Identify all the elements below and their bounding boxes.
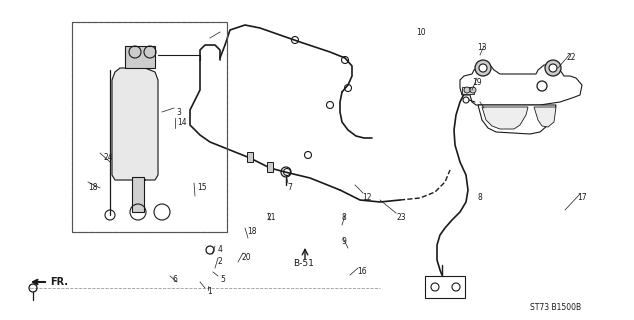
Circle shape (479, 64, 487, 72)
Bar (425, 276, 465, 298)
Text: 7: 7 (287, 182, 292, 191)
Text: 18: 18 (88, 182, 98, 191)
Text: 2: 2 (218, 258, 223, 267)
Polygon shape (478, 105, 556, 134)
Text: 14: 14 (177, 117, 186, 126)
Text: 1: 1 (207, 287, 212, 297)
Text: 20: 20 (242, 252, 252, 261)
Text: 6: 6 (173, 276, 178, 284)
Circle shape (475, 60, 491, 76)
Circle shape (470, 87, 476, 93)
Polygon shape (482, 107, 528, 129)
Text: 10: 10 (416, 28, 425, 36)
Text: 9: 9 (342, 237, 347, 246)
Bar (462, 87, 474, 94)
Text: 12: 12 (362, 193, 372, 202)
Bar (132, 177, 144, 212)
Polygon shape (460, 65, 582, 105)
Polygon shape (534, 107, 556, 127)
Text: 21: 21 (267, 212, 276, 221)
Text: 5: 5 (220, 276, 225, 284)
Circle shape (549, 64, 557, 72)
Bar (72, 22, 227, 232)
Text: 23: 23 (397, 212, 406, 221)
Circle shape (464, 87, 470, 93)
Circle shape (545, 60, 561, 76)
Text: 16: 16 (357, 268, 366, 276)
Text: 11: 11 (482, 108, 491, 116)
Text: 8: 8 (478, 193, 482, 202)
Bar (72, 22, 227, 232)
Text: 22: 22 (567, 52, 576, 61)
Text: 17: 17 (577, 193, 586, 202)
Text: B-51: B-51 (293, 259, 314, 268)
Text: 15: 15 (197, 182, 207, 191)
Text: 13: 13 (477, 43, 487, 52)
Text: FR.: FR. (50, 277, 68, 287)
Text: 8: 8 (342, 212, 347, 221)
Polygon shape (112, 68, 158, 180)
Text: 19: 19 (472, 77, 482, 86)
Text: 18: 18 (247, 228, 257, 236)
Bar (267, 162, 273, 172)
Text: 24: 24 (103, 153, 113, 162)
Text: 3: 3 (176, 108, 181, 116)
Bar (125, 46, 155, 68)
Text: 4: 4 (218, 245, 223, 254)
Bar (247, 152, 253, 162)
Text: ST73 B1500B: ST73 B1500B (530, 303, 581, 313)
